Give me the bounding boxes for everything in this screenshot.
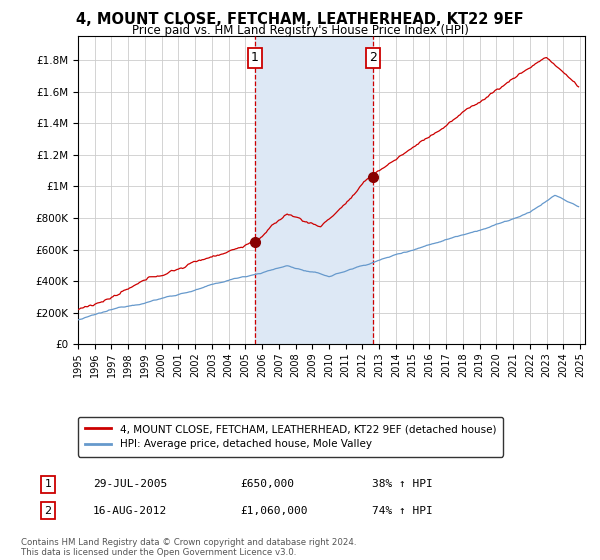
Text: 16-AUG-2012: 16-AUG-2012 <box>93 506 167 516</box>
Text: 1: 1 <box>251 52 259 64</box>
Text: 1: 1 <box>44 479 52 489</box>
Text: 38% ↑ HPI: 38% ↑ HPI <box>372 479 433 489</box>
Text: Contains HM Land Registry data © Crown copyright and database right 2024.
This d: Contains HM Land Registry data © Crown c… <box>21 538 356 557</box>
Text: 29-JUL-2005: 29-JUL-2005 <box>93 479 167 489</box>
Bar <box>255 36 373 344</box>
Text: £1,060,000: £1,060,000 <box>240 506 308 516</box>
Text: 2: 2 <box>44 506 52 516</box>
Text: £650,000: £650,000 <box>240 479 294 489</box>
Text: 74% ↑ HPI: 74% ↑ HPI <box>372 506 433 516</box>
Text: 2: 2 <box>369 52 377 64</box>
Text: 4, MOUNT CLOSE, FETCHAM, LEATHERHEAD, KT22 9EF: 4, MOUNT CLOSE, FETCHAM, LEATHERHEAD, KT… <box>76 12 524 27</box>
Legend: 4, MOUNT CLOSE, FETCHAM, LEATHERHEAD, KT22 9EF (detached house), HPI: Average pr: 4, MOUNT CLOSE, FETCHAM, LEATHERHEAD, KT… <box>78 417 503 456</box>
Text: Price paid vs. HM Land Registry's House Price Index (HPI): Price paid vs. HM Land Registry's House … <box>131 24 469 36</box>
